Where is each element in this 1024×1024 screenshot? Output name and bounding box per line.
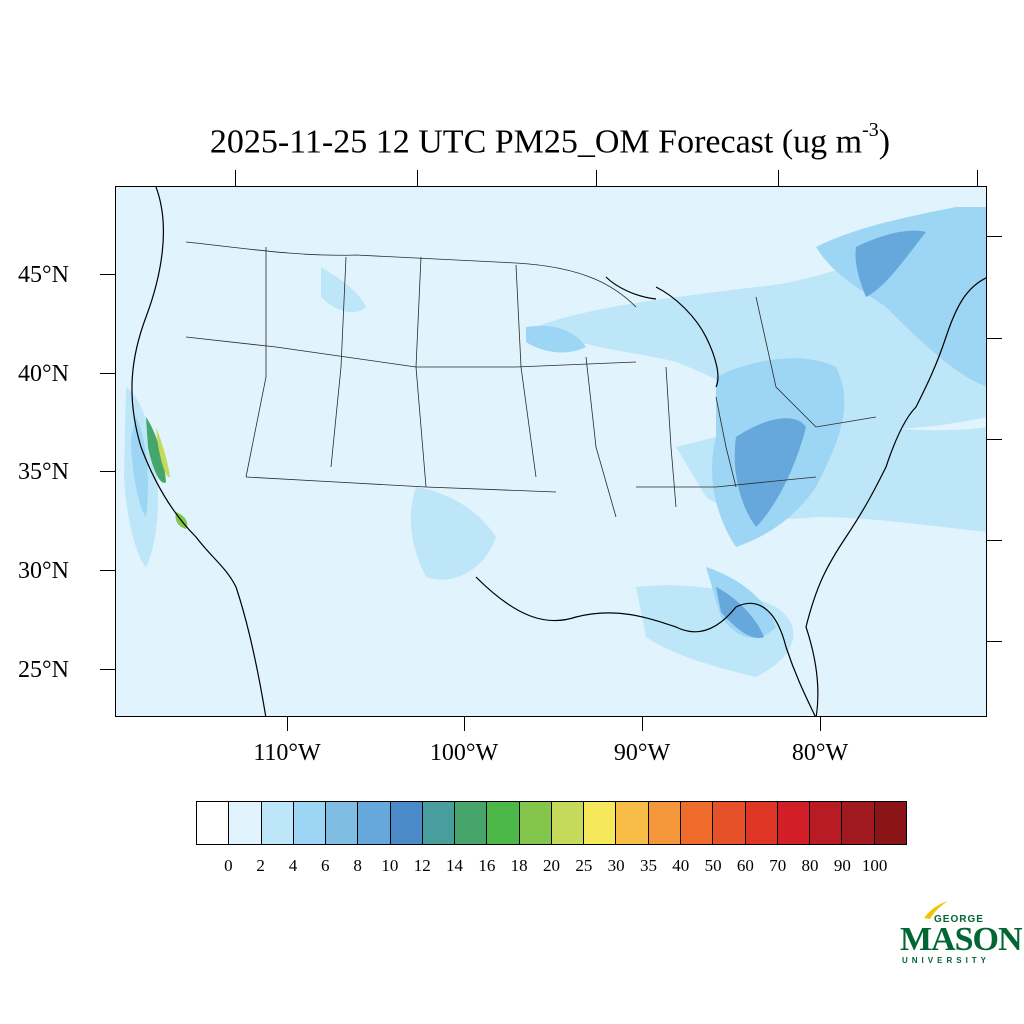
lon-label-100w: 100°W — [429, 740, 499, 766]
colorbar-label: 80 — [801, 856, 819, 875]
colorbar-swatch — [713, 802, 746, 844]
lon-label-90w: 90°W — [613, 740, 671, 766]
colorbar-label: 35 — [639, 856, 657, 875]
colorbar-swatch — [810, 802, 843, 844]
logo-mason: MASON — [900, 921, 1023, 958]
tick-right-4 — [987, 540, 1002, 541]
colorbar-swatch — [874, 802, 906, 844]
logo-university: UNIVERSITY — [902, 956, 991, 965]
tick-bottom-2 — [464, 717, 465, 731]
colorbar-swatch — [197, 802, 230, 844]
tick-top-5 — [977, 170, 978, 186]
colorbar-label: 2 — [256, 856, 265, 875]
colorbar-swatch — [261, 802, 294, 844]
colorbar-label: 20 — [543, 856, 560, 875]
tick-right-1 — [987, 236, 1002, 237]
colorbar-swatch — [358, 802, 391, 844]
colorbar-label: 100 — [861, 856, 888, 875]
map-title-close: ) — [878, 123, 891, 161]
colorbar-swatch — [293, 802, 327, 844]
map-title-exponent: -3 — [862, 119, 879, 141]
lat-label-30n: 30°N — [18, 558, 69, 584]
lon-label-80w: 80°W — [791, 740, 849, 766]
colorbar-label: 60 — [736, 856, 754, 875]
colorbar-label: 70 — [769, 856, 787, 875]
colorbar-swatch — [842, 802, 875, 844]
colorbar-label: 40 — [672, 856, 690, 875]
colorbar-label: 18 — [510, 856, 528, 875]
tick-left-2 — [100, 373, 115, 374]
lat-label-45n: 45°N — [18, 262, 69, 288]
map-title-text: 2025-11-25 12 UTC PM25_OM Forecast (ug m — [209, 123, 863, 161]
colorbar-swatch — [487, 802, 520, 844]
logo-george: GEORGE — [934, 914, 984, 925]
state-borders — [185, 241, 877, 518]
tick-bottom-1 — [287, 717, 288, 731]
tick-top-4 — [778, 170, 779, 186]
tick-left-4 — [100, 570, 115, 571]
concentration-fill-dark — [716, 230, 926, 638]
coastline — [131, 187, 986, 716]
tick-right-2 — [987, 338, 1002, 339]
colorbar-swatch — [551, 802, 585, 844]
colorbar-label: 16 — [478, 856, 496, 875]
colorbar-swatch — [777, 802, 811, 844]
tick-left-3 — [100, 471, 115, 472]
colorbar-label: 12 — [413, 856, 431, 875]
tick-bottom-3 — [642, 717, 643, 731]
map-title: 2025-11-25 12 UTC PM25_OM Forecast (ug m… — [0, 112, 1024, 164]
colorbar-label: 4 — [288, 856, 298, 875]
colorbar-swatch — [584, 802, 617, 844]
tick-top-2 — [417, 170, 418, 186]
tick-top-3 — [596, 170, 597, 186]
colorbar-swatch — [648, 802, 681, 844]
colorbar — [196, 801, 907, 845]
colorbar-swatch — [326, 802, 359, 844]
colorbar-swatch — [455, 802, 488, 844]
colorbar-swatch — [422, 802, 456, 844]
colorbar-label: 30 — [607, 856, 625, 875]
colorbar-swatch — [519, 802, 552, 844]
colorbar-label: 25 — [575, 856, 593, 875]
colorbar-label: 0 — [224, 856, 233, 875]
tick-bottom-4 — [820, 717, 821, 731]
colorbar-swatch — [229, 802, 262, 844]
lat-label-35n: 35°N — [18, 459, 69, 485]
tick-right-5 — [987, 641, 1002, 642]
flame-icon — [924, 901, 948, 919]
forecast-map — [115, 186, 987, 717]
lat-label-40n: 40°N — [18, 361, 69, 387]
colorbar-label: 50 — [704, 856, 722, 875]
colorbar-swatch — [616, 802, 649, 844]
george-mason-logo: GEORGE MASON UNIVERSITY — [898, 900, 1023, 970]
tick-right-3 — [987, 439, 1002, 440]
colorbar-label: 90 — [833, 856, 851, 875]
colorbar-swatch — [680, 802, 714, 844]
colorbar-swatch — [390, 802, 423, 844]
map-canvas — [124, 187, 986, 716]
colorbar-label: 14 — [446, 856, 464, 875]
lon-label-110w: 110°W — [253, 740, 321, 766]
tick-left-1 — [100, 274, 115, 275]
colorbar-label: 8 — [353, 856, 362, 875]
colorbar-swatch — [745, 802, 778, 844]
colorbar-label: 10 — [381, 856, 399, 875]
tick-left-5 — [100, 669, 115, 670]
tick-top-1 — [235, 170, 236, 186]
colorbar-label: 6 — [321, 856, 330, 875]
lat-label-25n: 25°N — [18, 657, 69, 683]
